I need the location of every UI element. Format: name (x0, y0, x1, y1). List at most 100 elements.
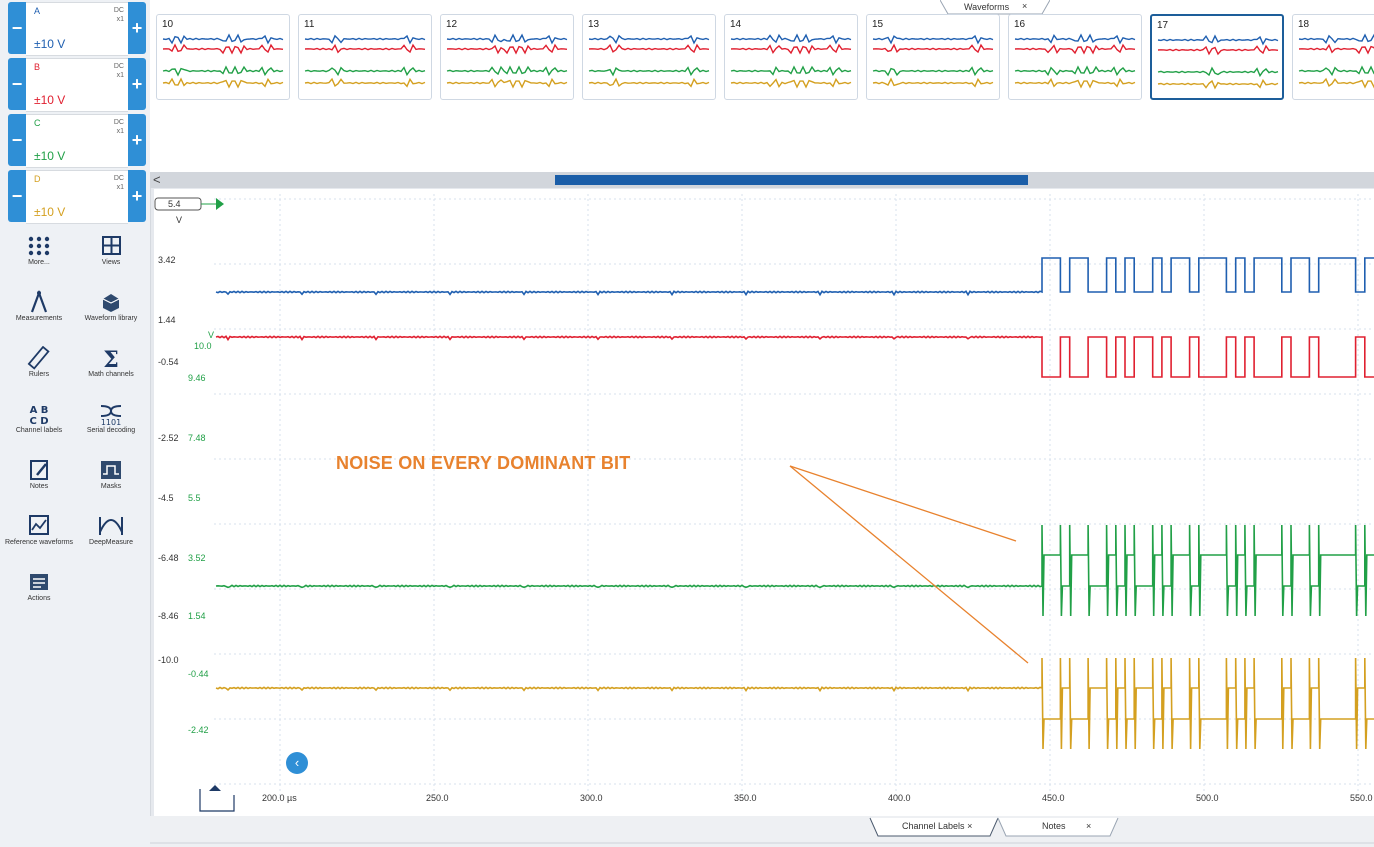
thumbnail-trace (588, 77, 710, 88)
waveform-library-label: Waveform library (84, 315, 138, 322)
back-navigation-button[interactable]: ‹ (286, 752, 308, 774)
deepmeasure-icon (99, 517, 123, 535)
axis-unit-c: V (208, 330, 215, 340)
axis-c-tick-label: 1.54 (188, 611, 206, 621)
axis-c-tick-label: -2.42 (188, 725, 209, 735)
bottom-panel: Channel Labels × Notes × (150, 816, 1374, 847)
tab-notes[interactable]: Notes × (1042, 821, 1092, 831)
math-channels-button[interactable]: Σ Math channels (76, 344, 146, 400)
channel-c-coupling: DC x1 (113, 119, 124, 135)
waveform-thumbnail[interactable]: 14 (724, 14, 858, 100)
deepmeasure-label: DeepMeasure (89, 539, 133, 546)
notes-button[interactable]: Notes (4, 456, 74, 512)
rulers-icon (27, 346, 50, 370)
scope-view[interactable]: 5.4 V V 3.42 1.44 -0.54 -2.52 -4.5 -6.48 -8.46… (154, 189, 1374, 816)
annotation-arrow-upper (789, 465, 1017, 542)
math-channels-label: Math channels (88, 371, 134, 378)
channel-c-decrease-button[interactable]: − (8, 114, 26, 166)
thumbnail-trace (446, 77, 568, 89)
scope-grid (214, 194, 1374, 799)
rulers-button[interactable]: Rulers (4, 344, 74, 400)
rulers-label: Rulers (28, 371, 50, 378)
reference-waveforms-button[interactable]: Reference waveforms (4, 512, 74, 568)
scroll-left-arrow[interactable]: < (153, 172, 161, 187)
waveform-thumbnail[interactable]: 17 (1150, 14, 1284, 100)
measurements-button[interactable]: Measurements (4, 288, 74, 344)
channel-a-increase-button[interactable]: + (128, 2, 146, 54)
tab-channel-labels-close: × (967, 821, 973, 831)
channel-a-decrease-button[interactable]: − (8, 2, 26, 54)
trigger-marker (199, 785, 235, 812)
waveform-thumbnail[interactable]: 13 (582, 14, 716, 100)
channel-b-body[interactable]: B DC x1 ±10 V (26, 58, 128, 112)
waveform-thumbnail[interactable]: 18 (1292, 14, 1374, 100)
channel-c-body[interactable]: C DC x1 ±10 V (26, 114, 128, 168)
channel-c-control[interactable]: − C DC x1 ±10 V + (8, 114, 146, 168)
tab-channel-labels[interactable]: Channel Labels × (902, 821, 973, 831)
channel-a-body[interactable]: A DC x1 ±10 V (26, 2, 128, 56)
axis-c-tick-label: 7.48 (188, 433, 206, 443)
channel-b-increase-button[interactable]: + (128, 58, 146, 110)
thumbnail-trace (1298, 43, 1374, 55)
axis-a-tick-label: 1.44 (158, 315, 176, 325)
views-button[interactable]: Views (76, 232, 146, 288)
buffer-scrollbar[interactable]: < (150, 172, 1374, 188)
x-axis-tick-label: 200.0 µs (262, 793, 297, 803)
channel-b-name: B (34, 62, 41, 72)
serial-decoding-label: Serial decoding (86, 427, 136, 434)
thumbnail-number: 15 (872, 19, 884, 30)
scrollbar-thumb[interactable] (555, 175, 1028, 185)
thumbnail-trace (1014, 43, 1136, 55)
channel-b-decrease-button[interactable]: − (8, 58, 26, 110)
x-axis-tick-label: 550.0 (1350, 793, 1373, 803)
more-button[interactable]: More... (4, 232, 74, 288)
thumbnail-trace (1157, 78, 1279, 90)
serial-decoding-button[interactable]: 1101 Serial decoding (76, 400, 146, 456)
measurements-label: Measurements (15, 315, 63, 322)
thumbnail-number: 16 (1014, 19, 1026, 30)
channel-d-control[interactable]: − D DC x1 ±10 V + (8, 170, 146, 224)
thumbnail-trace (730, 33, 852, 45)
axis-a-tick-label: -10.0 (158, 655, 179, 665)
channel-a-coupling: DC x1 (113, 7, 124, 23)
thumbnail-traces (162, 33, 284, 89)
thumbnail-trace (304, 43, 426, 54)
axis-a-tick-label: -8.46 (158, 611, 179, 621)
actions-button[interactable]: Actions (4, 568, 74, 624)
thumbnail-number: 13 (588, 19, 600, 30)
axis-a-tick-label: -2.52 (158, 433, 179, 443)
waveforms-tab-close[interactable]: × (1022, 1, 1028, 11)
left-panel: − A DC x1 ±10 V + − B DC x1 ±10 V + − C DC… (0, 0, 151, 847)
thumbnail-trace (304, 77, 426, 88)
scope-traces (215, 257, 1374, 750)
channel-d-decrease-button[interactable]: − (8, 170, 26, 222)
channel-b-control[interactable]: − B DC x1 ±10 V + (8, 58, 146, 112)
channel-d-increase-button[interactable]: + (128, 170, 146, 222)
channel-c-increase-button[interactable]: + (128, 114, 146, 166)
waveform-thumbnail[interactable]: 10 (156, 14, 290, 100)
thumbnail-trace (872, 77, 994, 88)
thumbnail-number: 11 (304, 19, 315, 30)
sigma-icon: Σ (103, 347, 119, 370)
thumbnail-trace (446, 43, 568, 55)
thumbnail-trace (1157, 34, 1279, 46)
thumbnail-trace (1014, 33, 1136, 45)
waveform-thumbnail[interactable]: 15 (866, 14, 1000, 100)
waveform-thumbnail[interactable]: 12 (440, 14, 574, 100)
thumbnail-trace (1014, 77, 1136, 89)
measurements-icon (30, 290, 48, 313)
channel-a-control[interactable]: − A DC x1 ±10 V + (8, 2, 146, 56)
channel-c-range: ±10 V (34, 149, 66, 163)
waveform-library-button[interactable]: Waveform library (76, 288, 146, 344)
thumbnail-trace (304, 34, 426, 45)
waveform-thumbnail[interactable]: 11 (298, 14, 432, 100)
masks-button[interactable]: Masks (76, 456, 146, 512)
channel-d-body[interactable]: D DC x1 ±10 V (26, 170, 128, 224)
deepmeasure-button[interactable]: DeepMeasure (76, 512, 146, 568)
views-label: Views (101, 259, 121, 266)
axis-unit-a: V (176, 215, 183, 225)
thumbnail-trace (446, 33, 568, 45)
waveform-thumbnail[interactable]: 16 (1008, 14, 1142, 100)
axis-c-tick-label: -0.44 (188, 669, 209, 679)
